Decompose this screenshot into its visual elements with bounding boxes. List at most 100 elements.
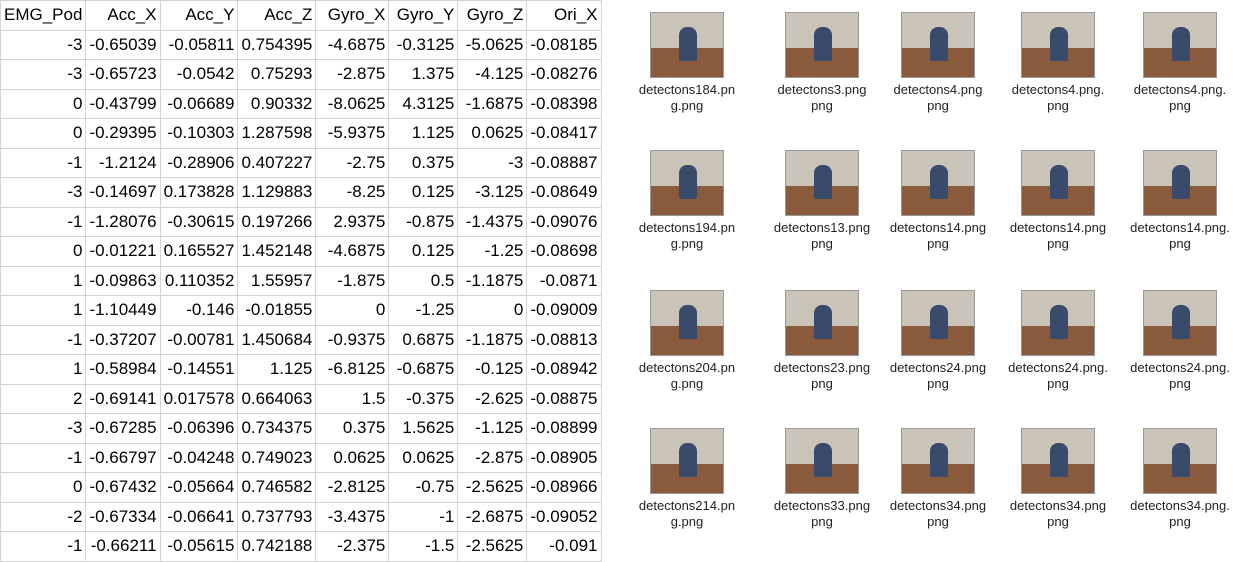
file-name: png bbox=[1003, 98, 1113, 114]
cell: -0.14697 bbox=[86, 178, 160, 208]
cell: -0.14551 bbox=[160, 355, 238, 385]
cell: -1 bbox=[1, 207, 86, 237]
cell: -0.08942 bbox=[527, 355, 601, 385]
thumbnail bbox=[785, 290, 859, 356]
header-cell: Acc_X bbox=[86, 1, 160, 31]
cell: 1 bbox=[1, 355, 86, 385]
thumbnail bbox=[650, 290, 724, 356]
file-item[interactable]: detectons4.png.png bbox=[998, 12, 1118, 114]
cell: 0.0625 bbox=[389, 443, 458, 473]
file-name: png bbox=[767, 98, 877, 114]
file-name: detectons34.png bbox=[883, 498, 993, 514]
cell: 0.375 bbox=[389, 148, 458, 178]
cell: -0.091 bbox=[527, 532, 601, 562]
cell: -0.09076 bbox=[527, 207, 601, 237]
cell: 1.375 bbox=[389, 60, 458, 90]
file-item[interactable]: detectons24.png.png bbox=[998, 290, 1118, 392]
file-name: png bbox=[883, 98, 993, 114]
cell: -1.125 bbox=[458, 414, 527, 444]
cell: -0.08185 bbox=[527, 30, 601, 60]
person bbox=[814, 165, 832, 199]
cell: -1 bbox=[1, 325, 86, 355]
cell: 0.125 bbox=[389, 237, 458, 267]
cell: 0.407227 bbox=[238, 148, 316, 178]
cell: 0.749023 bbox=[238, 443, 316, 473]
cell: -3.4375 bbox=[316, 502, 389, 532]
person bbox=[930, 305, 948, 339]
file-name: detectons24.png. bbox=[1003, 360, 1113, 376]
cell: -4.6875 bbox=[316, 30, 389, 60]
cell: -5.0625 bbox=[458, 30, 527, 60]
cell: -0.08813 bbox=[527, 325, 601, 355]
file-item[interactable]: detectons34.png.png bbox=[1120, 428, 1240, 530]
file-name: detectons204.pn bbox=[632, 360, 742, 376]
file-name: detectons184.pn bbox=[632, 82, 742, 98]
header-cell: Acc_Z bbox=[238, 1, 316, 31]
thumbnail bbox=[785, 150, 859, 216]
file-item[interactable]: detectons14.png.png bbox=[1120, 150, 1240, 252]
cell: -1.2124 bbox=[86, 148, 160, 178]
cell: 1.125 bbox=[389, 119, 458, 149]
file-item[interactable]: detectons4.png.png bbox=[1120, 12, 1240, 114]
cell: 1 bbox=[1, 266, 86, 296]
cell: 1.5 bbox=[316, 384, 389, 414]
cell: 0.017578 bbox=[160, 384, 238, 414]
file-name: png bbox=[1003, 376, 1113, 392]
cell: -0.75 bbox=[389, 473, 458, 503]
cell: 1.287598 bbox=[238, 119, 316, 149]
cell: 1.5625 bbox=[389, 414, 458, 444]
cell: -0.09009 bbox=[527, 296, 601, 326]
file-name: detectons34.png. bbox=[1125, 498, 1235, 514]
cell: 0.0625 bbox=[316, 443, 389, 473]
header-cell: Acc_Y bbox=[160, 1, 238, 31]
header-cell: Gyro_Z bbox=[458, 1, 527, 31]
cell: -1.6875 bbox=[458, 89, 527, 119]
file-item[interactable]: detectons24.png.png bbox=[1120, 290, 1240, 392]
cell: -3.125 bbox=[458, 178, 527, 208]
thumbnail bbox=[1143, 12, 1217, 78]
cell: 2.9375 bbox=[316, 207, 389, 237]
cell: -4.6875 bbox=[316, 237, 389, 267]
cell: -2.625 bbox=[458, 384, 527, 414]
cell: -0.06689 bbox=[160, 89, 238, 119]
cell: -1.25 bbox=[458, 237, 527, 267]
thumbnail bbox=[1021, 150, 1095, 216]
cell: -0.08875 bbox=[527, 384, 601, 414]
person bbox=[930, 165, 948, 199]
cell: -0.06396 bbox=[160, 414, 238, 444]
cell: -0.06641 bbox=[160, 502, 238, 532]
person bbox=[814, 443, 832, 477]
cell: 0 bbox=[458, 296, 527, 326]
cell: 0.173828 bbox=[160, 178, 238, 208]
cell: 1 bbox=[1, 296, 86, 326]
cell: -0.08905 bbox=[527, 443, 601, 473]
file-name: g.png bbox=[632, 98, 742, 114]
person bbox=[814, 305, 832, 339]
cell: -2.8125 bbox=[316, 473, 389, 503]
cell: -0.05664 bbox=[160, 473, 238, 503]
person bbox=[1050, 443, 1068, 477]
cell: -0.29395 bbox=[86, 119, 160, 149]
file-name: detectons4.png. bbox=[1003, 82, 1113, 98]
